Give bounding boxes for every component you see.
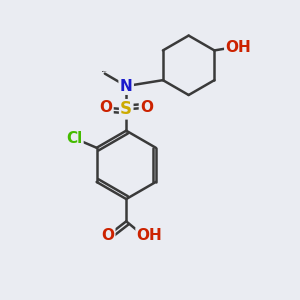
Text: Cl: Cl xyxy=(66,131,82,146)
Text: S: S xyxy=(120,100,132,118)
Text: OH: OH xyxy=(225,40,251,55)
Text: O: O xyxy=(140,100,153,115)
Text: OH: OH xyxy=(136,228,162,243)
Text: methyl: methyl xyxy=(103,69,108,70)
Text: O: O xyxy=(100,100,112,115)
Text: O: O xyxy=(101,228,114,243)
Text: N: N xyxy=(120,79,133,94)
Text: methyl: methyl xyxy=(102,70,107,72)
Text: methyl: methyl xyxy=(104,69,109,70)
Text: N: N xyxy=(120,79,133,94)
